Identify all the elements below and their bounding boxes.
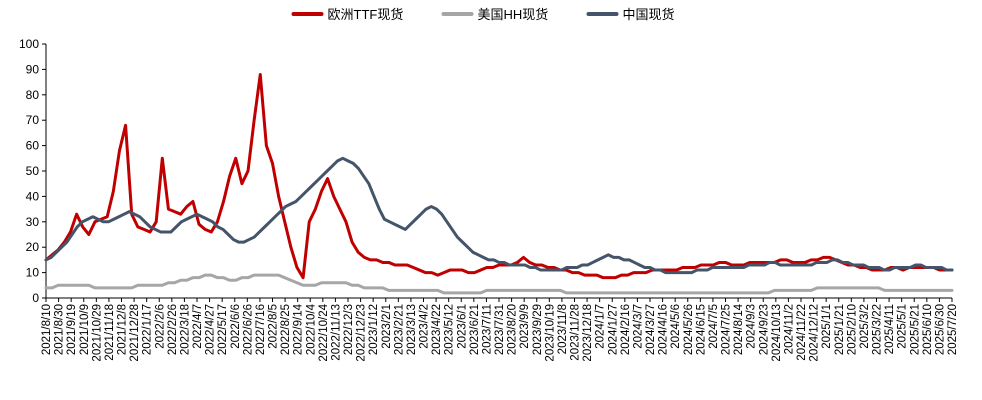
y-tick-label: 10 [26, 266, 40, 280]
x-tick-label: 2022/7/16 [255, 304, 267, 355]
x-tick-label: 2022/4/27 [205, 304, 217, 355]
x-tick-label: 2023/6/1 [456, 304, 468, 349]
x-tick-label: 2024/4/16 [658, 304, 670, 355]
y-tick-label: 40 [26, 189, 40, 203]
x-tick-label: 2023/6/21 [469, 304, 481, 355]
x-tick-label: 2023/11/8 [557, 304, 569, 354]
x-tick-label: 2021/8/10 [41, 304, 53, 355]
y-tick-label: 60 [26, 139, 40, 153]
x-tick-label: 2022/8/5 [268, 304, 280, 349]
x-tick-label: 2023/8/20 [507, 304, 519, 355]
x-tick-label: 2023/11/28 [570, 304, 582, 361]
x-tick-label: 2025/5/1 [897, 304, 909, 349]
x-tick-label: 2025/1/1 [821, 304, 833, 349]
x-tick-label: 2024/3/27 [645, 304, 657, 355]
x-tick-label: 2024/9/23 [758, 304, 770, 355]
x-tick-label: 2025/6/10 [922, 304, 934, 355]
x-tick-label: 2021/11/18 [104, 304, 116, 361]
y-tick-label: 0 [32, 291, 39, 305]
y-tick-label: 90 [26, 62, 40, 76]
x-tick-label: 2024/11/2 [783, 304, 795, 354]
series-line-1 [44, 273, 954, 295]
legend-label-0: 欧洲TTF现货 [328, 7, 404, 22]
x-tick-label: 2025/3/2 [859, 304, 871, 349]
x-tick-label: 2022/1/17 [142, 304, 154, 355]
x-tick-label: 2022/4/7 [192, 304, 204, 349]
plot-area [44, 72, 954, 295]
legend: 欧洲TTF现货 美国HH现货 中国现货 [291, 7, 675, 22]
x-tick-label: 2024/5/6 [670, 304, 682, 349]
legend-label-1: 美国HH现货 [478, 7, 549, 22]
x-tick-label: 2023/4/22 [431, 304, 443, 355]
x-tick-label: 2025/4/11 [884, 304, 896, 354]
x-tick-label: 2024/1/27 [607, 304, 619, 355]
x-tick-label: 2021/9/19 [66, 304, 78, 355]
x-tick-label: 2024/10/13 [771, 304, 783, 362]
x-tick-label: 2023/2/1 [381, 304, 393, 349]
x-tick-label: 2021/12/8 [117, 304, 129, 355]
x-tick-label: 2023/4/2 [419, 304, 431, 349]
x-tick-label: 2021/10/9 [79, 304, 91, 355]
x-tick-label: 2025/5/21 [909, 304, 921, 355]
x-tick-label: 2023/10/19 [544, 304, 556, 362]
x-tick-label: 2022/6/6 [230, 304, 242, 349]
y-tick-label: 30 [26, 215, 40, 229]
x-tick-label: 2024/7/25 [721, 304, 733, 355]
series-line-0 [44, 72, 954, 280]
y-tick-label: 50 [26, 164, 40, 178]
y-axis: 0 10 20 30 40 50 60 70 80 90 100 [19, 37, 47, 305]
x-tick-label: 2023/12/18 [582, 304, 594, 362]
x-tick-label: 2022/10/24 [318, 303, 330, 361]
x-tick-label: 2022/5/17 [217, 304, 229, 355]
x-tick-label: 2022/2/6 [154, 304, 166, 349]
x-tick-label: 2024/7/5 [708, 304, 720, 349]
x-tick-label: 2023/5/12 [444, 304, 456, 355]
x-tick-label: 2023/9/29 [532, 304, 544, 355]
x-tick-label: 2022/12/3 [343, 304, 355, 355]
x-tick-label: 2022/3/18 [179, 304, 191, 355]
y-tick-label: 100 [19, 37, 39, 51]
x-tick-label: 2021/10/29 [91, 304, 103, 362]
y-tick-label: 80 [26, 88, 40, 102]
x-tick-label: 2025/2/10 [846, 304, 858, 355]
x-tick-label: 2024/12/12 [809, 304, 821, 362]
x-tick-label: 2025/7/20 [947, 304, 959, 355]
legend-label-2: 中国现货 [623, 7, 675, 22]
x-tick-label: 2023/3/13 [406, 304, 418, 355]
x-tick-label: 2022/10/4 [305, 303, 317, 355]
x-tick-label: 2024/8/14 [733, 303, 745, 355]
x-tick-label: 2022/9/14 [293, 303, 305, 355]
x-tick-label: 2021/12/28 [129, 304, 141, 362]
x-tick-label: 2024/2/16 [620, 304, 632, 355]
x-tick-label: 2024/5/26 [683, 304, 695, 355]
series-line-2 [44, 156, 954, 275]
x-tick-label: 2023/9/9 [519, 304, 531, 349]
x-tick-label: 2024/11/22 [796, 304, 808, 361]
x-tick-label: 2022/12/23 [356, 304, 368, 362]
x-tick-label: 2023/7/31 [494, 304, 506, 355]
x-tick-label: 2024/9/3 [746, 304, 758, 349]
x-tick-label: 2023/1/12 [368, 304, 380, 355]
x-tick-label: 2024/3/7 [632, 304, 644, 349]
x-tick-label: 2024/6/15 [695, 304, 707, 355]
x-tick-label: 2023/2/21 [393, 304, 405, 355]
y-tick-label: 20 [26, 240, 40, 254]
x-tick-label: 2025/6/30 [934, 304, 946, 355]
x-tick-label: 2023/7/11 [481, 304, 493, 354]
x-tick-label: 2022/8/25 [280, 304, 292, 355]
y-tick-label: 70 [26, 113, 40, 127]
x-tick-label: 2024/1/7 [595, 304, 607, 349]
x-tick-label: 2022/6/26 [242, 304, 254, 355]
x-tick-label: 2021/8/30 [54, 304, 66, 355]
x-tick-label: 2022/2/26 [167, 304, 179, 355]
x-tick-label: 2025/1/21 [834, 304, 846, 355]
x-axis: 2021/8/10 2021/8/30 2021/9/19 2021/10/9 2021… [41, 297, 959, 362]
x-tick-label: 2025/3/22 [872, 304, 884, 355]
x-tick-label: 2022/11/13 [330, 304, 342, 361]
